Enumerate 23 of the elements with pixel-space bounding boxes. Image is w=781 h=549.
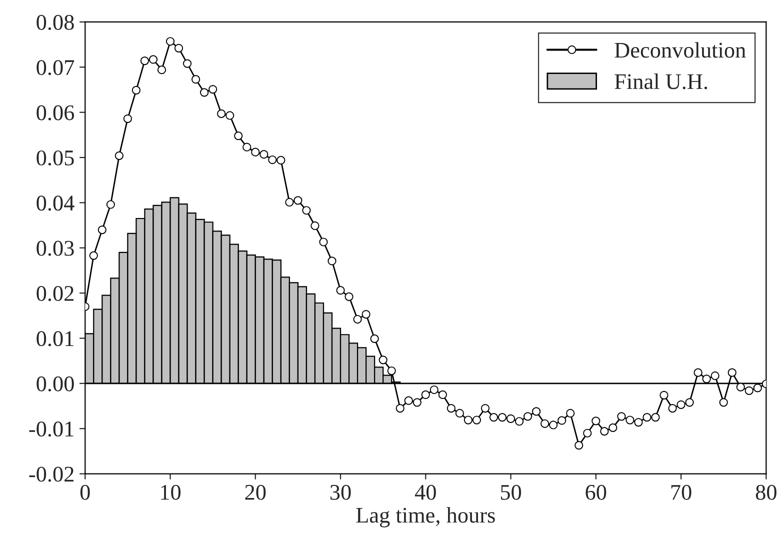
x-tick-label: 10 — [161, 484, 181, 500]
y-tick-label: 0.05 — [36, 150, 74, 166]
y-tick-label: 0.01 — [36, 331, 74, 346]
x-tick-label: 70 — [671, 484, 692, 500]
legend-label: Deconvolution — [614, 42, 746, 58]
y-tick-label: 0.07 — [36, 60, 74, 76]
x-tick-label: 60 — [586, 484, 606, 500]
legend-label: Final U.H. — [614, 73, 708, 90]
x-axis-title: Lag time, hours — [356, 507, 495, 528]
x-tick-label: 40 — [414, 484, 436, 500]
y-tick-label: -0.02 — [29, 466, 74, 482]
y-tick-label: 0.03 — [36, 240, 74, 256]
y-tick-label: 0.02 — [36, 286, 74, 302]
y-tick-label: -0.01 — [29, 422, 74, 437]
x-tick-label: 80 — [756, 484, 776, 500]
x-tick-label: 30 — [330, 484, 351, 500]
y-tick-label: 0.06 — [36, 105, 74, 120]
x-tick-label: 20 — [245, 484, 266, 500]
y-tick-label: 0.04 — [36, 196, 74, 211]
x-tick-label: 0 — [80, 484, 90, 500]
y-tick-label: 0.08 — [36, 14, 74, 30]
y-tick-label: 0.00 — [36, 376, 74, 392]
x-tick-label: 50 — [500, 484, 522, 500]
